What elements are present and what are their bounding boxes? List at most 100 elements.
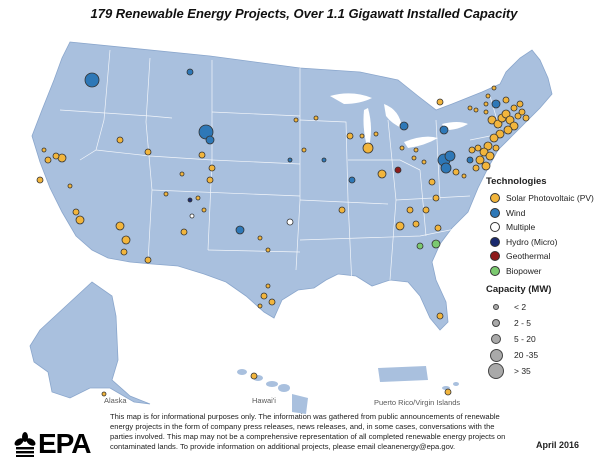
project-marker bbox=[411, 155, 417, 161]
project-marker bbox=[205, 135, 215, 145]
legend-label: Hydro (Micro) bbox=[506, 236, 558, 247]
project-marker bbox=[406, 206, 414, 214]
project-marker bbox=[399, 145, 405, 151]
project-marker bbox=[399, 121, 409, 131]
biopower-dot-icon bbox=[490, 265, 500, 276]
project-marker bbox=[208, 164, 216, 172]
geothermal-dot-icon bbox=[490, 251, 500, 262]
legend-item-biopower: Biopower bbox=[486, 264, 604, 279]
project-marker bbox=[144, 256, 152, 264]
project-marker bbox=[346, 132, 354, 140]
project-marker bbox=[373, 131, 379, 137]
legend-item-wind: Wind bbox=[486, 206, 604, 221]
project-marker bbox=[444, 150, 456, 162]
project-marker bbox=[201, 207, 207, 213]
project-marker bbox=[483, 101, 489, 107]
capacity-dot-icon bbox=[491, 334, 501, 344]
project-marker bbox=[101, 391, 107, 397]
project-marker bbox=[257, 303, 263, 309]
project-marker bbox=[359, 133, 365, 139]
project-marker bbox=[377, 169, 387, 179]
project-marker bbox=[434, 224, 442, 232]
capacity-legend-title: Capacity (MW) bbox=[486, 284, 552, 295]
legend-item-solar: Solar Photovoltaic (PV) bbox=[486, 191, 604, 206]
project-marker bbox=[265, 283, 271, 289]
project-marker bbox=[180, 228, 188, 236]
project-marker bbox=[491, 99, 501, 109]
capacity-item: < 2 bbox=[486, 299, 604, 315]
project-marker bbox=[195, 195, 201, 201]
project-marker bbox=[422, 206, 430, 214]
project-marker bbox=[120, 248, 128, 256]
project-marker bbox=[522, 114, 530, 122]
project-marker bbox=[481, 161, 491, 171]
wind-dot-icon bbox=[490, 207, 500, 218]
capacity-label: 20 -35 bbox=[514, 350, 539, 360]
project-marker bbox=[492, 144, 500, 152]
project-marker bbox=[116, 136, 124, 144]
project-marker bbox=[186, 68, 194, 76]
project-marker bbox=[510, 104, 518, 112]
legend-item-multiple: Multiple bbox=[486, 220, 604, 235]
project-marker bbox=[485, 151, 495, 161]
project-marker bbox=[467, 105, 473, 111]
project-marker bbox=[67, 183, 73, 189]
alaska-shape bbox=[29, 281, 151, 405]
project-marker bbox=[144, 148, 152, 156]
capacity-dot-icon bbox=[489, 348, 503, 362]
project-marker bbox=[75, 215, 85, 225]
project-marker bbox=[431, 239, 441, 249]
project-marker bbox=[518, 108, 526, 116]
project-marker bbox=[472, 164, 480, 172]
multiple-dot-icon bbox=[490, 222, 500, 233]
project-marker bbox=[321, 157, 327, 163]
project-marker bbox=[362, 142, 374, 154]
alaska-label: Alaska bbox=[104, 396, 127, 405]
project-marker bbox=[440, 162, 452, 174]
epa-flower-icon bbox=[14, 432, 36, 457]
project-marker bbox=[268, 298, 276, 306]
project-marker bbox=[479, 147, 489, 157]
epa-logo: EPA bbox=[14, 428, 91, 460]
hydro-dot-icon bbox=[490, 236, 500, 247]
capacity-item: 2 - 5 bbox=[486, 315, 604, 331]
legend-label: Geothermal bbox=[506, 251, 551, 262]
project-marker bbox=[84, 72, 100, 88]
project-marker bbox=[287, 157, 293, 163]
hawaii-islands bbox=[237, 369, 308, 414]
project-marker bbox=[115, 221, 125, 231]
project-marker bbox=[439, 125, 449, 135]
legend-label: Biopower bbox=[506, 265, 542, 276]
capacity-dot-icon bbox=[493, 304, 499, 310]
project-marker bbox=[485, 93, 491, 99]
capacity-label: 2 - 5 bbox=[514, 318, 532, 328]
project-marker bbox=[293, 117, 299, 123]
project-marker bbox=[265, 247, 271, 253]
project-marker bbox=[501, 109, 511, 119]
date-label: April 2016 bbox=[536, 440, 580, 450]
contiguous-us-shape bbox=[31, 41, 553, 331]
project-marker bbox=[235, 225, 245, 235]
project-marker bbox=[338, 206, 346, 214]
solar-pv-dot-icon bbox=[490, 193, 500, 204]
map-legend: Technologies Solar Photovoltaic (PV) Win… bbox=[486, 176, 604, 379]
project-marker bbox=[444, 388, 452, 396]
project-marker bbox=[505, 115, 515, 125]
project-marker bbox=[502, 96, 510, 104]
capacity-item: > 35 bbox=[486, 363, 604, 379]
project-marker bbox=[493, 119, 503, 129]
capacity-dot-icon bbox=[488, 363, 504, 379]
project-marker bbox=[475, 155, 485, 165]
project-marker bbox=[36, 176, 44, 184]
project-marker bbox=[432, 194, 440, 202]
technologies-legend-title: Technologies bbox=[486, 176, 547, 187]
project-marker bbox=[468, 146, 476, 154]
project-marker bbox=[189, 213, 195, 219]
project-marker bbox=[394, 166, 402, 174]
project-marker bbox=[489, 133, 499, 143]
project-marker bbox=[473, 107, 479, 113]
puerto-rico-shape bbox=[378, 366, 459, 390]
project-marker bbox=[483, 109, 489, 115]
map-title: 179 Renewable Energy Projects, Over 1.1 … bbox=[90, 6, 518, 21]
